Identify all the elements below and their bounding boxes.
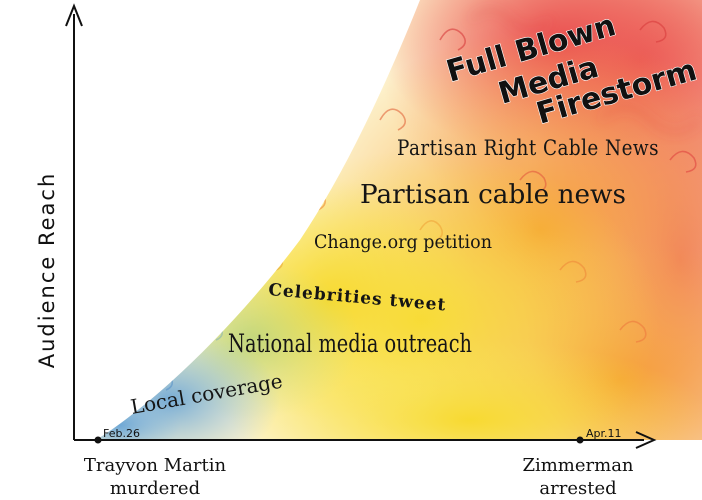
stage-change-org-petition: Change.org petition (314, 231, 492, 253)
end-caption-line-2: arrested (539, 478, 616, 499)
stage-national-media-outreach: National media outreach (228, 329, 472, 358)
start-caption-line-1: Trayvon Martin (84, 455, 227, 476)
x-axis (74, 431, 657, 449)
stage-partisan-cable-news: Partisan cable news (360, 180, 626, 210)
end-date-label: Apr.11 (586, 427, 622, 440)
start-date-label: Feb.26 (103, 427, 140, 440)
stage-partisan-right-cable-news: Partisan Right Cable News (397, 136, 659, 160)
start-marker: Feb.26 (94, 427, 140, 444)
end-marker: Apr.11 (576, 427, 622, 444)
y-axis-label: Audience Reach (35, 172, 59, 369)
y-axis (65, 3, 83, 440)
end-caption-line-1: Zimmerman (522, 455, 633, 476)
start-caption-line-2: murdered (110, 478, 200, 499)
